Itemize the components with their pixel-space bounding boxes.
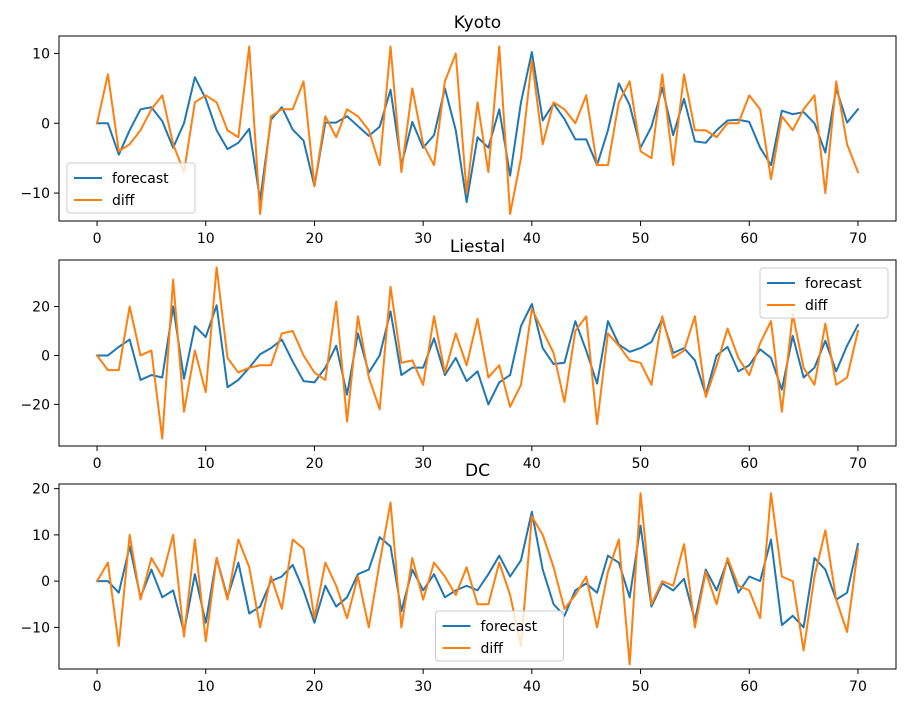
y-tick-label: 10 [32,528,50,544]
series-line-diff [95,266,860,440]
y-tick-label: 10 [32,46,50,62]
x-tick-label: 40 [523,456,541,472]
subplot-title: DC [465,461,490,481]
x-tick-label: 30 [414,679,432,695]
axes-frame [58,483,897,670]
x-tick-label: 10 [197,679,215,695]
subplot-title: Liestal [450,237,505,257]
x-tick-label: 0 [93,679,102,695]
legend-label-forecast: forecast [481,619,538,635]
x-tick-label: 0 [93,231,102,247]
subplot-1: 0 10 20 30 40 50 60 70 −20 0 20 Liestal forecast diff [20,237,897,472]
x-tick-label: 60 [740,231,758,247]
x-tick-label: 10 [197,456,215,472]
axes-frame [58,259,897,447]
x-tick-label: 20 [306,231,324,247]
x-tick-label: 60 [740,456,758,472]
x-tick-label: 60 [740,679,758,695]
x-tick-label: 30 [414,456,432,472]
y-tick-label: −10 [20,620,50,636]
x-tick-label: 50 [632,231,650,247]
y-tick-label: 0 [41,574,50,590]
legend-label-forecast: forecast [805,276,862,292]
x-tick-label: 10 [197,231,215,247]
legend-label-diff: diff [481,641,504,657]
axes-frame [58,35,897,222]
series-line-diff [95,492,860,666]
series-line-diff [95,45,860,216]
y-tick-label: −20 [20,397,50,413]
x-tick-label: 50 [632,456,650,472]
x-tick-label: 0 [93,456,102,472]
x-tick-label: 50 [632,679,650,695]
y-tick-label: 20 [32,300,50,316]
legend: forecast diff [759,267,889,319]
legend: forecast diff [435,610,564,662]
subplot-title: Kyoto [454,13,501,33]
x-tick-label: 70 [849,456,867,472]
legend-label-diff: diff [112,193,135,209]
series-line-forecast [96,303,860,406]
legend: forecast diff [66,162,196,214]
x-tick-label: 20 [306,456,324,472]
y-tick-label: −10 [20,186,50,202]
y-tick-label: 0 [41,116,50,132]
series-line-forecast [96,51,860,204]
y-tick-label: 20 [32,482,50,498]
subplot-0: 0 10 20 30 40 50 60 70 −10 0 10 Kyoto forecast diff [20,13,897,247]
legend-label-forecast: forecast [112,171,169,187]
x-tick-label: 30 [414,231,432,247]
legend-label-diff: diff [805,298,828,314]
x-tick-label: 40 [523,679,541,695]
x-tick-label: 70 [849,679,867,695]
y-tick-label: 0 [41,348,50,364]
x-tick-label: 40 [523,231,541,247]
subplot-2: 0 10 20 30 40 50 60 70 −10 0 10 20 DC forecast diff [20,461,897,695]
x-tick-label: 20 [306,679,324,695]
x-tick-label: 70 [849,231,867,247]
